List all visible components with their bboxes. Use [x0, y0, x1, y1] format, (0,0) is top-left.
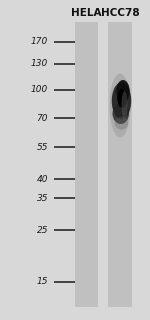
Ellipse shape [117, 90, 127, 108]
Text: 130: 130 [31, 60, 48, 68]
Text: 100: 100 [31, 85, 48, 94]
Text: 170: 170 [31, 37, 48, 46]
Ellipse shape [112, 82, 131, 119]
Text: 25: 25 [36, 226, 48, 235]
Text: 15: 15 [36, 277, 48, 286]
Ellipse shape [110, 74, 130, 138]
Text: HCC78: HCC78 [101, 8, 139, 18]
Text: 40: 40 [36, 175, 48, 184]
Ellipse shape [122, 91, 128, 120]
Text: HELA: HELA [71, 8, 102, 18]
Bar [75, 22, 98, 307]
Bar [108, 22, 132, 307]
Text: 55: 55 [36, 143, 48, 152]
Text: 70: 70 [36, 114, 48, 123]
Ellipse shape [115, 117, 128, 130]
Ellipse shape [112, 103, 129, 124]
Text: 35: 35 [36, 194, 48, 203]
Ellipse shape [118, 89, 124, 100]
Ellipse shape [116, 80, 130, 102]
